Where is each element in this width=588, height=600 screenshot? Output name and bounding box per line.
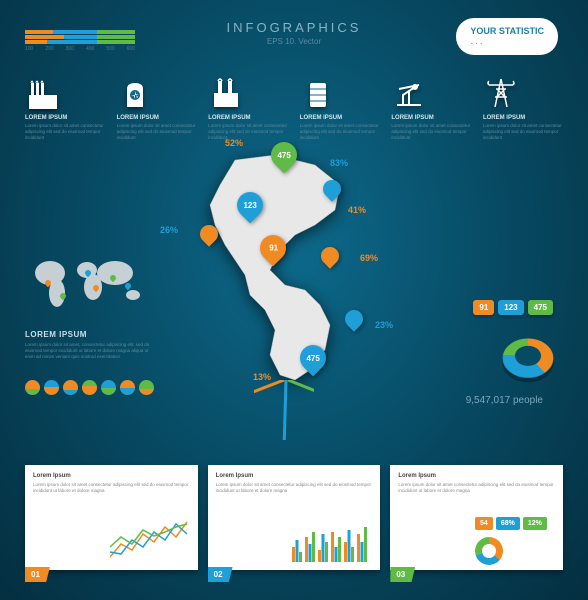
lorem-text-block: LOREM IPSUM Lorem ipsum dolor sit amet, … [25,330,155,360]
industry-desc: Lorem ipsum dolor sit amet consectetur a… [117,123,197,141]
stat-badge: 475 [528,300,553,315]
speech-dots: ... [470,36,544,47]
people-count: 9,547,017 people [466,395,543,406]
industry-label: LOREM IPSUM [117,115,197,121]
header: INFOGRAPHICS EPS 10. Vector [227,20,362,46]
panel-title: Lorem Ipsum [33,473,190,479]
ring-chart-graphic [498,339,558,378]
map-percent: 26% [160,225,178,235]
panel-chart: 5468%12% [475,517,555,562]
panel-text: Lorem ipsum dolor sit amet consectetur a… [33,482,190,494]
globe-indicator [25,380,40,395]
industry-desc: Lorem ipsum dolor sit amet consectetur a… [483,123,563,141]
industry-label: LOREM IPSUM [483,115,563,121]
barrel-icon [300,75,336,111]
globe-indicator [139,380,154,395]
industry-label: LOREM IPSUM [300,115,380,121]
panel-tab: 02 [208,567,233,582]
map-percent: 13% [253,372,271,382]
factory-icon [25,75,61,111]
globe-indicators [25,380,154,395]
map-percent: 69% [360,253,378,263]
industry-item-0: LOREM IPSUM Lorem ipsum dolor sit amet c… [25,75,105,141]
industry-item-4: LOREM IPSUM Lorem ipsum dolor sit amet c… [391,75,471,141]
stat-badges: 91 123 475 [473,300,553,315]
world-map [25,245,155,315]
globe-indicator [101,380,116,395]
panel-tab: 03 [390,567,415,582]
industry-item-5: LOREM IPSUM Lorem ipsum dolor sit amet c… [483,75,563,141]
globe-indicator [44,380,59,395]
industry-item-1: LOREM IPSUM Lorem ipsum dolor sit amet c… [117,75,197,141]
pump-icon [391,75,427,111]
tower-icon [483,75,519,111]
industry-desc: Lorem ipsum dolor sit amet consectetur a… [208,123,288,141]
panel-01: Lorem Ipsum Lorem ipsum dolor sit amet c… [25,465,198,570]
industry-desc: Lorem ipsum dolor sit amet consectetur a… [25,123,105,141]
industry-desc: Lorem ipsum dolor sit amet consectetur a… [300,123,380,141]
industry-label: LOREM IPSUM [391,115,471,121]
nuclear-icon [117,75,153,111]
panel-title: Lorem Ipsum [398,473,555,479]
globe-indicator [120,380,135,395]
globe-indicator [63,380,78,395]
stat-badge: 91 [473,300,494,315]
panel-tab: 01 [25,567,50,582]
lorem-title: LOREM IPSUM [25,330,155,339]
panel-chart [110,517,190,562]
globe-indicator [82,380,97,395]
ring-chart [503,330,553,380]
stat-badge: 123 [498,300,523,315]
bottom-panels: Lorem Ipsum Lorem ipsum dolor sit amet c… [25,465,563,570]
industry-label: LOREM IPSUM [208,115,288,121]
map-percent: 41% [348,205,366,215]
industry-desc: Lorem ipsum dolor sit amet consectetur a… [391,123,471,141]
map-percent: 83% [330,158,348,168]
speech-bubble: YOUR STATISTIC ... [456,18,558,55]
panel-02: Lorem Ipsum Lorem ipsum dolor sit amet c… [208,465,381,570]
industry-label: LOREM IPSUM [25,115,105,121]
map-percent: 52% [225,138,243,148]
panel-chart [292,517,372,562]
industry-item-3: LOREM IPSUM Lorem ipsum dolor sit amet c… [300,75,380,141]
panel-text: Lorem ipsum dolor sit amet consectetur a… [398,482,555,494]
panel-text: Lorem ipsum dolor sit amet consectetur a… [216,482,373,494]
industry-item-2: LOREM IPSUM Lorem ipsum dolor sit amet c… [208,75,288,141]
subtitle: EPS 10. Vector [227,37,362,46]
map-percent: 23% [375,320,393,330]
speech-title: YOUR STATISTIC [470,26,544,36]
lorem-body: Lorem ipsum dolor sit amet, consectetur … [25,342,155,360]
panel-title: Lorem Ipsum [216,473,373,479]
industry-icons-row: LOREM IPSUM Lorem ipsum dolor sit amet c… [25,75,563,141]
plant-icon [208,75,244,111]
americas-map: 4751239147552%83%41%69%26%23%13% [175,150,405,390]
panel-03: Lorem Ipsum Lorem ipsum dolor sit amet c… [390,465,563,570]
title: INFOGRAPHICS [227,20,362,35]
top-bar-chart: 100200300400500600 [25,30,135,52]
